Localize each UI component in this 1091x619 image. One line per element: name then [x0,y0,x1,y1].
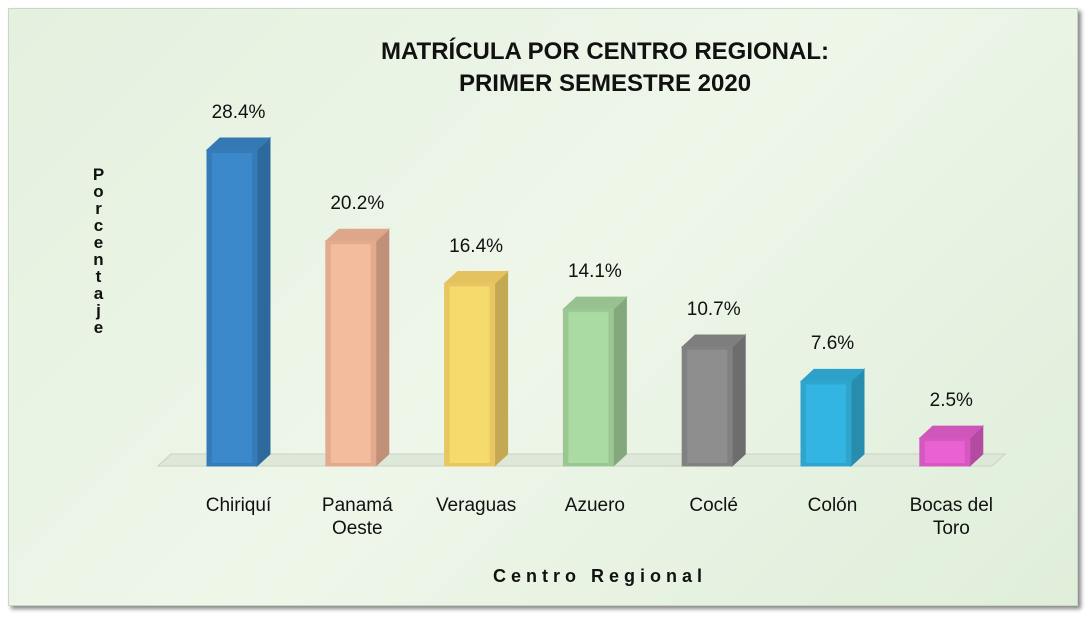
x-tick-label: Azuero [564,495,625,516]
bar-side [612,295,627,468]
x-tick-label: Bocas del Toro [909,495,994,539]
data-label: 16.4% [449,235,504,257]
bar [680,333,747,468]
bar-highlight [806,384,846,463]
data-label: 20.2% [330,193,385,215]
bar [799,368,866,468]
bar [324,228,391,468]
bar-highlight [687,349,728,463]
data-label: 2.5% [929,390,973,412]
bar [443,270,509,468]
y-axis-label: Porcentaje [89,165,108,335]
chart-background [8,8,1078,606]
data-label: 10.7% [686,298,741,320]
bar-side [494,270,509,468]
chart-title: MATRÍCULA POR CENTRO REGIONAL: PRIMER SE… [381,38,829,97]
data-label: 7.6% [810,333,855,355]
x-tick-label: Coclé [689,495,738,516]
bar-highlight [568,312,609,463]
bar [918,425,985,468]
bar-highlight [449,286,490,463]
x-tick-label: Panamá Oeste [321,495,393,539]
bar-side [375,228,390,468]
data-label: 14.1% [567,261,622,283]
bar [562,295,628,468]
x-tick-label: Chiriquí [205,495,272,516]
x-tick-label: Veraguas [435,495,517,516]
bar-highlight [924,441,965,463]
bar-side [850,368,865,468]
bar [205,136,272,468]
bar-side [731,333,746,468]
bar-highlight [212,153,252,463]
x-axis-label: Centro Regional [492,566,707,586]
bar-highlight [330,244,371,463]
x-tick-label: Colón [807,495,858,516]
bar-side [256,136,271,468]
data-label: 28.4% [211,102,266,123]
